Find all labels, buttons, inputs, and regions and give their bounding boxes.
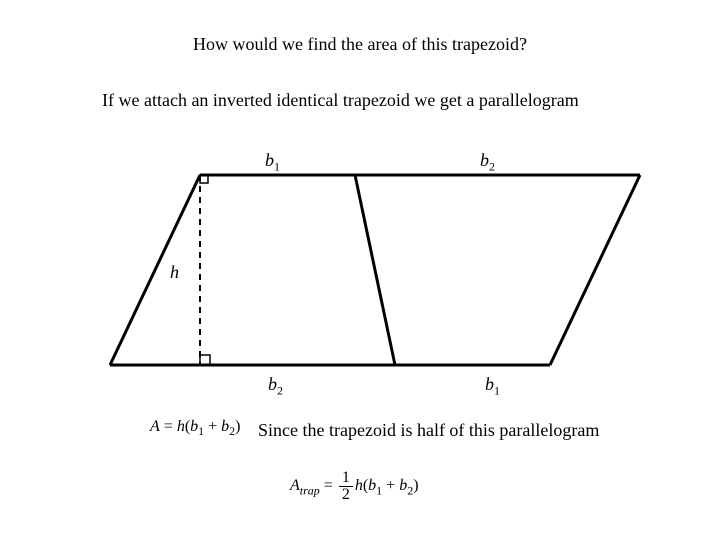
trapezoid-diagram bbox=[0, 0, 720, 540]
right-edge bbox=[550, 175, 640, 365]
label-b1-bottom: b1 bbox=[485, 374, 500, 399]
label-b2-bottom: b2 bbox=[268, 374, 283, 399]
formula-trapezoid: Atrap = 12h(b1 + b2) bbox=[290, 470, 419, 503]
left-edge bbox=[110, 175, 200, 365]
conclusion: Since the trapezoid is half of this para… bbox=[258, 420, 599, 441]
formula-parallelogram: A = h(b1 + b2) bbox=[150, 418, 241, 439]
mid-divider bbox=[355, 175, 395, 365]
label-b1-top: b1 bbox=[265, 150, 280, 175]
label-b2-top: b2 bbox=[480, 150, 495, 175]
label-h: h bbox=[170, 262, 179, 283]
